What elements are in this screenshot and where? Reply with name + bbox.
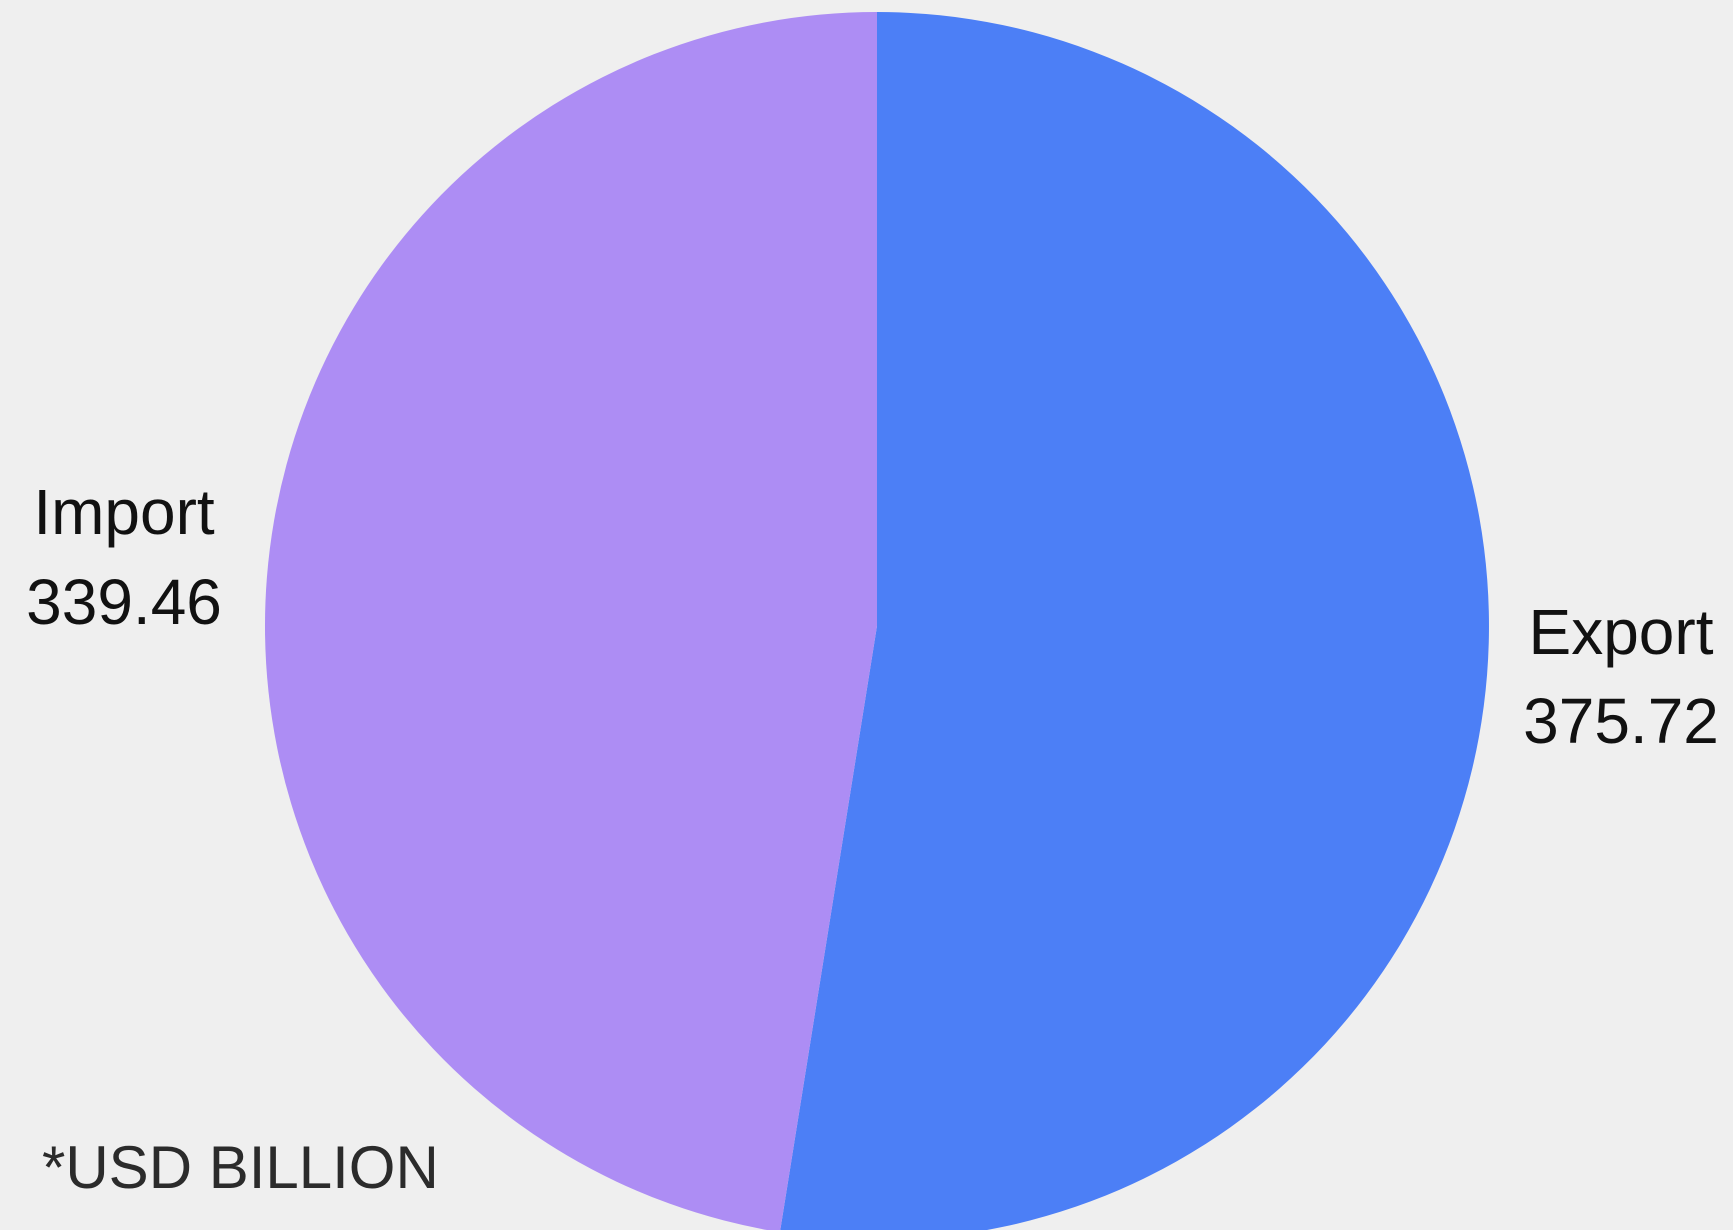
slice-value-import: 339.46 (26, 566, 222, 638)
slice-label-import: Import (33, 476, 215, 548)
unit-note: *USD BILLION (42, 1134, 439, 1201)
slice-value-export: 375.72 (1523, 685, 1719, 757)
pie-slice-import (264, 12, 877, 1230)
slice-labels: Export 375.72 Import 339.46 (26, 476, 1719, 757)
slice-label-export: Export (1529, 596, 1714, 668)
pie-slice-export (780, 12, 1489, 1230)
pie-slices (264, 12, 1489, 1230)
